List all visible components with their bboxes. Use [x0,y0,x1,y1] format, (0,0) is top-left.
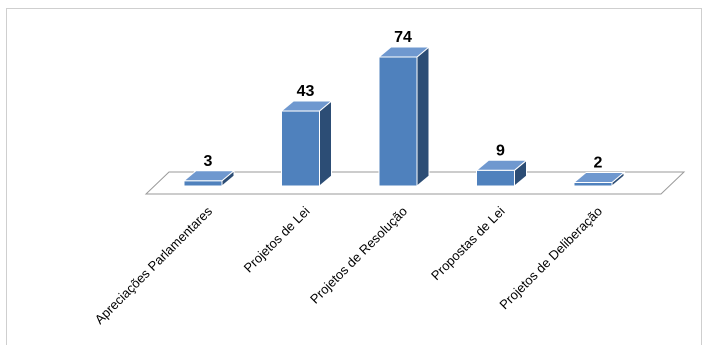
bar-side [416,45,430,188]
category-label-5: Projetos de Deliberação [496,204,605,313]
bar-top [572,172,626,184]
data-label-2: 43 [297,83,315,100]
data-label-5: 2 [594,155,603,172]
bar-top [377,46,431,58]
bar-2 [280,99,333,188]
bar-top [182,170,236,182]
bar-front [281,110,320,187]
bar-top [475,159,528,171]
category-label-1: Apreciações Parlamentares [92,203,216,327]
category-label-2: Projetos de Lei [241,203,313,275]
category-label-4: Propostas de Lei [428,203,508,283]
bar-5 [572,171,626,188]
chart-frame [6,8,702,345]
bar-front [573,182,613,187]
bar-top [280,100,333,112]
bar-front [378,56,418,187]
bar-1 [182,169,236,188]
data-label-4: 9 [496,142,505,159]
bar-4 [475,159,528,188]
bar-3 [377,45,431,188]
bar-side [319,99,332,188]
category-label-3: Projetos de Resolução [307,204,410,307]
bar-front [183,180,223,187]
bar-front [476,169,515,187]
data-label-1: 3 [204,153,213,170]
data-label-3: 74 [394,29,412,46]
